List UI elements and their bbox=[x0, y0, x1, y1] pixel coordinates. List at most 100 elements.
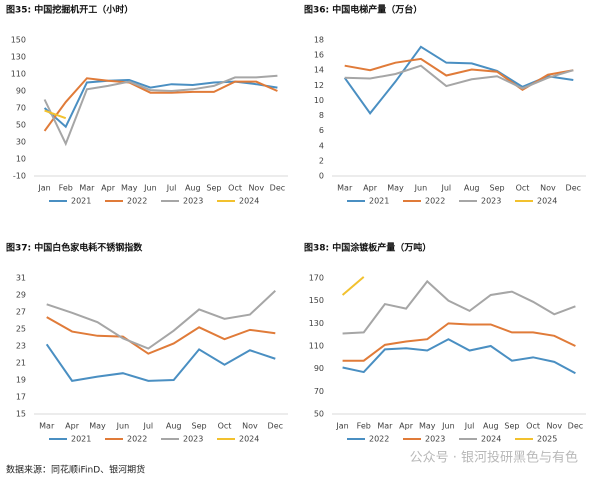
y-tick-label: 4 bbox=[319, 141, 324, 150]
watermark: 公众号 · 银河投研黑色与有色 bbox=[410, 450, 578, 466]
x-tick-label: Feb bbox=[357, 422, 371, 431]
x-tick-label: Nov bbox=[242, 422, 258, 431]
x-tick-label: May bbox=[419, 422, 436, 431]
y-tick-label: 27 bbox=[16, 308, 26, 317]
x-tick-label: Aug bbox=[185, 184, 201, 193]
y-tick-label: 12 bbox=[314, 81, 324, 90]
legend-label: 2022 bbox=[127, 435, 147, 444]
y-tick-label: 31 bbox=[16, 274, 26, 283]
x-tick-label: Mar bbox=[39, 422, 55, 431]
y-tick-label: 25 bbox=[16, 325, 26, 334]
series-line bbox=[342, 279, 576, 335]
x-tick-label: Sep bbox=[192, 422, 207, 431]
y-tick-label: 30 bbox=[16, 138, 26, 147]
x-tick-label: Apr bbox=[101, 184, 116, 193]
x-tick-label: Mar bbox=[337, 184, 353, 193]
x-tick-label: Dec bbox=[268, 422, 283, 431]
x-tick-label: Dec bbox=[566, 184, 581, 193]
series-line bbox=[341, 276, 365, 296]
y-tick-label: 70 bbox=[314, 387, 324, 396]
series-line bbox=[46, 290, 276, 350]
x-tick-label: Apr bbox=[363, 184, 378, 193]
legend-label: 2023 bbox=[481, 197, 501, 206]
y-tick-label: 170 bbox=[309, 274, 324, 283]
chart-title: 图38: 中国涂镀板产量（万吨） bbox=[304, 242, 431, 254]
y-tick-label: 150 bbox=[11, 36, 26, 45]
y-tick-label: 10 bbox=[16, 155, 26, 164]
y-tick-label: 15 bbox=[16, 410, 26, 419]
x-tick-label: Dec bbox=[270, 184, 285, 193]
source: 数据来源：同花顺iFinD、银河期货 bbox=[6, 464, 145, 476]
chart-title: 图37: 中国白色家电耗不锈钢指数 bbox=[6, 242, 143, 254]
legend-label: 2024 bbox=[239, 197, 259, 206]
y-tick-label: 110 bbox=[309, 342, 324, 351]
x-tick-label: Nov bbox=[546, 422, 562, 431]
legend-label: 2021 bbox=[369, 197, 389, 206]
x-tick-label: Oct bbox=[526, 422, 540, 431]
x-tick-label: Nov bbox=[248, 184, 264, 193]
x-tick-label: Dec bbox=[568, 422, 583, 431]
y-tick-label: 10 bbox=[314, 96, 324, 105]
x-tick-label: Aug bbox=[483, 422, 499, 431]
x-tick-label: Jan bbox=[37, 184, 50, 193]
legend-label: 2023 bbox=[183, 197, 203, 206]
x-tick-label: Aug bbox=[464, 184, 480, 193]
series-line bbox=[342, 338, 576, 375]
legend-label: 2023 bbox=[183, 435, 203, 444]
y-tick-label: 16 bbox=[314, 51, 324, 60]
series-line bbox=[344, 64, 574, 90]
series-line bbox=[44, 109, 67, 120]
legend-label: 2025 bbox=[537, 435, 557, 444]
x-tick-label: Sep bbox=[504, 422, 519, 431]
y-tick-label: 18 bbox=[314, 36, 324, 45]
legend-label: 2024 bbox=[537, 197, 557, 206]
y-tick-label: 14 bbox=[314, 66, 324, 75]
series-line bbox=[46, 316, 276, 355]
y-tick-label: 8 bbox=[319, 111, 324, 120]
x-tick-label: Mar bbox=[79, 184, 95, 193]
y-tick-label: 90 bbox=[16, 87, 26, 96]
x-tick-label: Jan bbox=[335, 422, 348, 431]
x-tick-label: May bbox=[89, 422, 106, 431]
legend-label: 2021 bbox=[71, 197, 91, 206]
x-tick-label: Jun bbox=[414, 184, 428, 193]
x-tick-label: May bbox=[121, 184, 138, 193]
y-tick-label: 110 bbox=[11, 70, 26, 79]
legend-label: 2022 bbox=[425, 197, 445, 206]
series-line bbox=[43, 77, 278, 132]
x-tick-label: Nov bbox=[540, 184, 556, 193]
x-tick-label: Oct bbox=[218, 422, 232, 431]
legend-label: 2024 bbox=[239, 435, 259, 444]
y-tick-label: 19 bbox=[16, 376, 26, 385]
legend-label: 2024 bbox=[481, 435, 501, 444]
y-tick-label: 29 bbox=[16, 291, 26, 300]
legend-label: 2022 bbox=[127, 197, 147, 206]
x-tick-label: Apr bbox=[65, 422, 80, 431]
x-tick-label: Feb bbox=[59, 184, 73, 193]
y-tick-label: -10 bbox=[13, 172, 26, 181]
chart-title: 图36: 中国电梯产量（万台） bbox=[304, 4, 422, 16]
legend-label: 2021 bbox=[71, 435, 91, 444]
y-tick-label: 17 bbox=[16, 393, 26, 402]
x-tick-label: Jun bbox=[441, 422, 455, 431]
y-tick-label: 130 bbox=[309, 319, 324, 328]
x-tick-label: Oct bbox=[228, 184, 242, 193]
y-tick-label: 70 bbox=[16, 104, 26, 113]
x-tick-label: Jul bbox=[440, 184, 451, 193]
x-tick-label: Oct bbox=[516, 184, 530, 193]
x-tick-label: Jun bbox=[116, 422, 130, 431]
x-tick-label: Jul bbox=[142, 422, 153, 431]
y-tick-label: 0 bbox=[319, 172, 324, 181]
series-line bbox=[43, 74, 278, 147]
y-tick-label: 90 bbox=[314, 364, 324, 373]
series-line bbox=[342, 322, 576, 362]
y-tick-label: 6 bbox=[319, 126, 324, 135]
x-tick-label: Jun bbox=[143, 184, 157, 193]
x-tick-label: May bbox=[387, 184, 404, 193]
y-tick-label: 130 bbox=[11, 53, 26, 62]
chart-title: 图35: 中国挖掘机开工（小时） bbox=[6, 4, 133, 16]
y-tick-label: 21 bbox=[16, 359, 26, 368]
x-tick-label: Sep bbox=[490, 184, 505, 193]
x-tick-label: Jul bbox=[464, 422, 475, 431]
